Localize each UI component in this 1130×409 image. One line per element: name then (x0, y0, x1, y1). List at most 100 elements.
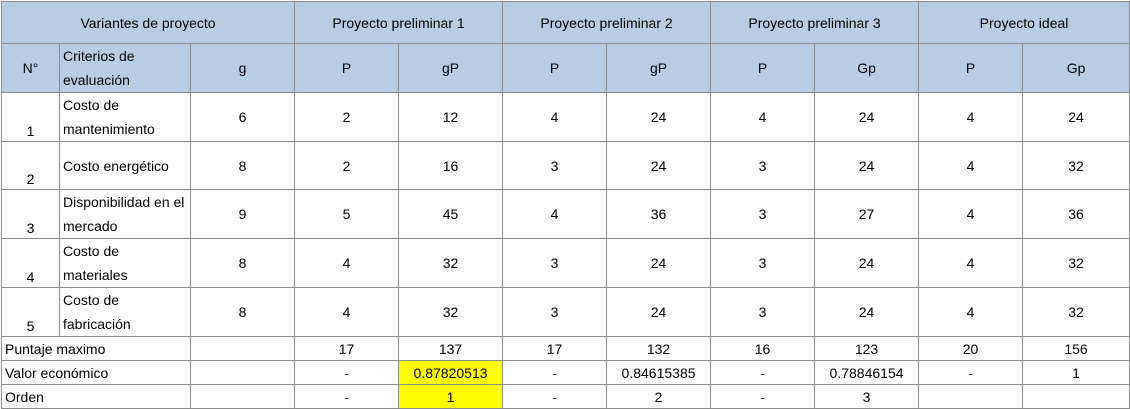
cell: 24 (814, 92, 920, 142)
cell: 45 (398, 189, 504, 239)
row-criterion: Costo de mantenimiento (59, 92, 191, 142)
cell: 17 (294, 336, 400, 361)
header-p3-p: P (710, 43, 816, 93)
cell: - (918, 360, 1024, 385)
header-group-ideal: Proyecto ideal (918, 1, 1130, 44)
header-group-3: Proyecto preliminar 3 (710, 1, 920, 44)
row-number: 3 (1, 189, 60, 239)
cell: - (710, 384, 816, 409)
table-row: 1 Costo de mantenimiento 6 2 12 4 24 4 2… (1, 92, 1130, 142)
table-row: 3 Disponibilidad en el mercado 9 5 45 4 … (1, 189, 1130, 239)
cell: 132 (606, 336, 712, 361)
row-criterion: Costo de fabricación (59, 287, 191, 337)
row-g: 8 (189, 238, 296, 288)
cell: 3 (710, 189, 816, 239)
cell: 156 (1022, 336, 1130, 361)
cell (1022, 384, 1130, 409)
cell: 4 (918, 287, 1024, 337)
cell: 24 (814, 238, 920, 288)
row-number: 4 (1, 238, 60, 288)
header-ideal-gp: Gp (1022, 43, 1130, 93)
cell: - (294, 360, 400, 385)
cell: 4 (918, 238, 1024, 288)
header-g: g (189, 43, 296, 93)
summary-row-valor: Valor económico - 0.87820513 - 0.8461538… (1, 360, 1130, 385)
summary-empty (189, 384, 296, 409)
summary-row-orden: Orden - 1 - 2 - 3 (1, 384, 1130, 409)
summary-label: Orden (1, 384, 191, 409)
cell: - (294, 384, 400, 409)
header-p3-gp: Gp (814, 43, 920, 93)
row-criterion: Disponibilidad en el mercado (59, 189, 191, 239)
header-p1-gp: gP (398, 43, 504, 93)
cell: - (710, 360, 816, 385)
row-g: 9 (189, 189, 296, 239)
cell: 24 (606, 238, 712, 288)
row-g: 8 (189, 287, 296, 337)
cell: 4 (502, 92, 608, 142)
cell: 24 (606, 92, 712, 142)
cell: 24 (606, 287, 712, 337)
cell: 0.84615385 (606, 360, 712, 385)
summary-empty (189, 336, 296, 361)
header-p2-p: P (502, 43, 608, 93)
highlighted-cell: 1 (398, 384, 504, 409)
cell: 123 (814, 336, 920, 361)
row-g: 6 (189, 92, 296, 142)
summary-row-puntaje: Puntaje maximo 17 137 17 132 16 123 20 1… (1, 336, 1130, 361)
row-criterion: Costo energético (59, 141, 191, 190)
cell: 4 (502, 189, 608, 239)
cell: 32 (398, 238, 504, 288)
cell: 5 (294, 189, 400, 239)
cell: 4 (918, 189, 1024, 239)
cell: - (502, 384, 608, 409)
cell: 32 (398, 287, 504, 337)
table-row: 5 Costo de fabricación 8 4 32 3 24 3 24 … (1, 287, 1130, 337)
header-criteria: Criterios de evaluación (59, 43, 191, 93)
cell: 36 (1022, 189, 1130, 239)
cell: 24 (606, 141, 712, 190)
summary-empty (189, 360, 296, 385)
cell: 0.78846154 (814, 360, 920, 385)
cell: 20 (918, 336, 1024, 361)
header-n: N° (1, 43, 60, 93)
header-group-2: Proyecto preliminar 2 (502, 1, 712, 44)
header-p1-p: P (294, 43, 400, 93)
row-number: 5 (1, 287, 60, 337)
cell: 32 (1022, 287, 1130, 337)
header-ideal-p: P (918, 43, 1024, 93)
cell: 3 (502, 287, 608, 337)
cell: 12 (398, 92, 504, 142)
cell: 24 (814, 287, 920, 337)
cell: 2 (294, 92, 400, 142)
cell: 4 (918, 92, 1024, 142)
header-group-1: Proyecto preliminar 1 (294, 1, 504, 44)
cell: 3 (814, 384, 920, 409)
cell: 2 (606, 384, 712, 409)
summary-label: Puntaje maximo (1, 336, 191, 361)
cell: 16 (710, 336, 816, 361)
cell: 32 (1022, 238, 1130, 288)
cell: 24 (814, 141, 920, 190)
cell (918, 384, 1024, 409)
cell: 4 (918, 141, 1024, 190)
row-number: 2 (1, 141, 60, 190)
cell: 4 (294, 238, 400, 288)
cell: 2 (294, 141, 400, 190)
cell: 36 (606, 189, 712, 239)
cell: - (502, 360, 608, 385)
cell: 27 (814, 189, 920, 239)
summary-label: Valor económico (1, 360, 191, 385)
row-number: 1 (1, 92, 60, 142)
cell: 24 (1022, 92, 1130, 142)
row-criterion: Costo de materiales (59, 238, 191, 288)
cell: 1 (1022, 360, 1130, 385)
cell: 32 (1022, 141, 1130, 190)
cell: 3 (710, 238, 816, 288)
cell: 17 (502, 336, 608, 361)
cell: 16 (398, 141, 504, 190)
header-variants: Variantes de proyecto (0, 1, 296, 44)
header-row-groups: Variantes de proyecto Proyecto prelimina… (0, 1, 1130, 44)
highlighted-cell: 0.87820513 (398, 360, 504, 385)
